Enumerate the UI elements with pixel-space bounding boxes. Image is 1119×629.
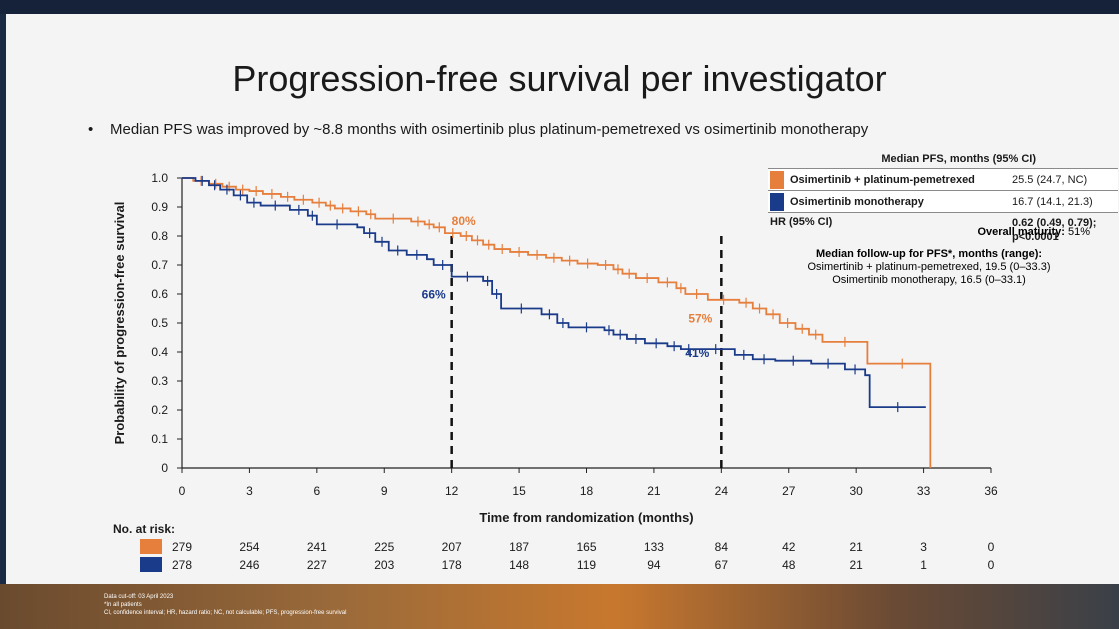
x-tick-label: 15 xyxy=(512,484,526,498)
risk-count: 48 xyxy=(782,558,796,572)
risk-count: 42 xyxy=(782,540,796,554)
y-tick-label: 0.6 xyxy=(151,287,168,301)
overall-maturity: Overall maturity: 51% xyxy=(768,226,1090,238)
hr-value-line2: p<0.0001 xyxy=(1012,231,1059,243)
footnote-cutoff: Data cut-off: 03 April 2023 xyxy=(104,594,174,600)
bullet-text: Median PFS was improved by ~8.8 months w… xyxy=(110,121,869,138)
hr-value-line1: 0.62 (0.49, 0.79); xyxy=(1012,217,1097,229)
legend-median-combo: 25.5 (24.7, NC) xyxy=(1012,173,1088,186)
landmark-annotation: 57% xyxy=(688,312,712,326)
risk-row-swatch xyxy=(140,557,162,572)
hazard-ratio-row: HR (95% CI) 0.62 (0.49, 0.79); p<0.0001 xyxy=(768,212,1118,244)
slide-background xyxy=(6,14,1119,584)
maturity-label: Overall maturity: xyxy=(977,226,1065,238)
x-tick-label: 3 xyxy=(246,484,253,498)
window-top-bar xyxy=(0,0,1119,14)
y-tick-label: 0.8 xyxy=(151,229,168,243)
risk-count: 279 xyxy=(172,540,192,554)
x-tick-label: 6 xyxy=(313,484,320,498)
risk-count: 119 xyxy=(577,558,596,572)
slide-title: Progression-free survival per investigat… xyxy=(232,58,887,99)
legend-row-combo: Osimertinib + platinum-pemetrexed 25.5 (… xyxy=(768,168,1118,190)
y-tick-label: 1.0 xyxy=(151,171,168,185)
risk-count: 207 xyxy=(442,540,462,554)
risk-count: 148 xyxy=(509,558,529,572)
y-tick-label: 0.5 xyxy=(151,316,168,330)
followup-line-mono: Osimertinib monotherapy, 16.5 (0–33.1) xyxy=(832,274,1026,286)
x-tick-label: 33 xyxy=(917,484,931,498)
legend-name-mono: Osimertinib monotherapy xyxy=(790,195,924,208)
risk-count: 254 xyxy=(239,540,259,554)
landmark-annotation: 80% xyxy=(452,214,476,228)
y-tick-label: 0.3 xyxy=(151,374,168,388)
y-tick-label: 0.1 xyxy=(151,432,168,446)
risk-row-swatch xyxy=(140,539,162,554)
y-tick-label: 0 xyxy=(161,461,168,475)
risk-count: 21 xyxy=(849,540,863,554)
risk-count: 187 xyxy=(509,540,529,554)
x-tick-label: 21 xyxy=(647,484,661,498)
x-tick-label: 18 xyxy=(580,484,594,498)
bullet-icon: • xyxy=(88,121,94,138)
y-tick-label: 0.2 xyxy=(151,403,168,417)
y-axis-label: Probability of progression-free survival xyxy=(112,202,127,445)
legend-swatch-mono xyxy=(770,192,784,211)
footnotes: Data cut-off: 03 April 2023 *In all pati… xyxy=(104,593,346,617)
footer-banner xyxy=(0,584,1119,629)
risk-count: 246 xyxy=(239,558,259,572)
hr-label: HR (95% CI) xyxy=(770,216,833,228)
followup-heading: Median follow-up for PFS*, months (range… xyxy=(815,248,1043,260)
risk-count: 165 xyxy=(576,540,596,554)
risk-count: 0 xyxy=(988,558,995,572)
x-tick-label: 12 xyxy=(445,484,459,498)
km-curve-mono xyxy=(182,177,926,408)
risk-count: 67 xyxy=(715,558,729,572)
risk-count: 225 xyxy=(374,540,394,554)
y-tick-label: 0.7 xyxy=(151,258,168,272)
footnote-asterisk: *In all patients xyxy=(104,602,142,608)
risk-count: 3 xyxy=(920,540,927,554)
x-tick-label: 9 xyxy=(381,484,388,498)
risk-count: 241 xyxy=(307,540,327,554)
landmark-annotation: 41% xyxy=(685,346,709,360)
y-tick-label: 0.9 xyxy=(151,200,168,214)
risk-table-title: No. at risk: xyxy=(113,522,175,536)
legend-row-mono: Osimertinib monotherapy 16.7 (14.1, 21.3… xyxy=(768,190,1118,212)
risk-count: 178 xyxy=(442,558,462,572)
legend-name-combo: Osimertinib + platinum-pemetrexed xyxy=(790,173,975,186)
risk-count: 203 xyxy=(374,558,394,572)
x-axis-label: Time from randomization (months) xyxy=(479,510,693,525)
footnote-abbreviations: CI, confidence interval; HR, hazard rati… xyxy=(104,610,347,616)
x-tick-label: 27 xyxy=(782,484,796,498)
risk-count: 84 xyxy=(715,540,729,554)
slide-bullet: • Median PFS was improved by ~8.8 months … xyxy=(88,121,868,138)
legend-median-mono: 16.7 (14.1, 21.3) xyxy=(1012,195,1093,208)
risk-count: 94 xyxy=(647,558,661,572)
risk-count: 1 xyxy=(920,558,927,572)
followup-line-combo: Osimertinib + platinum-pemetrexed, 19.5 … xyxy=(807,261,1051,273)
legend-swatch-combo xyxy=(770,170,784,189)
km-chart: 0 3 6 9 12 15 18 21 24 27 30 33 3600.10.20.30.40.50.… xyxy=(112,171,998,572)
x-tick-label: 30 xyxy=(849,484,863,498)
y-tick-label: 0.4 xyxy=(151,345,168,359)
risk-count: 133 xyxy=(644,540,664,554)
x-tick-label: 0 xyxy=(179,484,186,498)
x-tick-label: 36 xyxy=(984,484,998,498)
risk-count: 21 xyxy=(849,558,863,572)
risk-count: 278 xyxy=(172,558,192,572)
risk-count: 227 xyxy=(307,558,327,572)
risk-count: 0 xyxy=(988,540,995,554)
median-followup: Median follow-up for PFS*, months (range… xyxy=(768,248,1090,287)
landmark-annotation: 66% xyxy=(422,288,446,302)
hr-value: 0.62 (0.49, 0.79); p<0.0001 xyxy=(1012,216,1118,244)
legend-title: Median PFS, months (95% CI) xyxy=(881,153,1036,165)
maturity-value: 51% xyxy=(1067,226,1090,238)
x-tick-label: 24 xyxy=(715,484,729,498)
median-pfs-legend: Median PFS, months (95% CI) Osimertinib … xyxy=(768,150,1118,244)
